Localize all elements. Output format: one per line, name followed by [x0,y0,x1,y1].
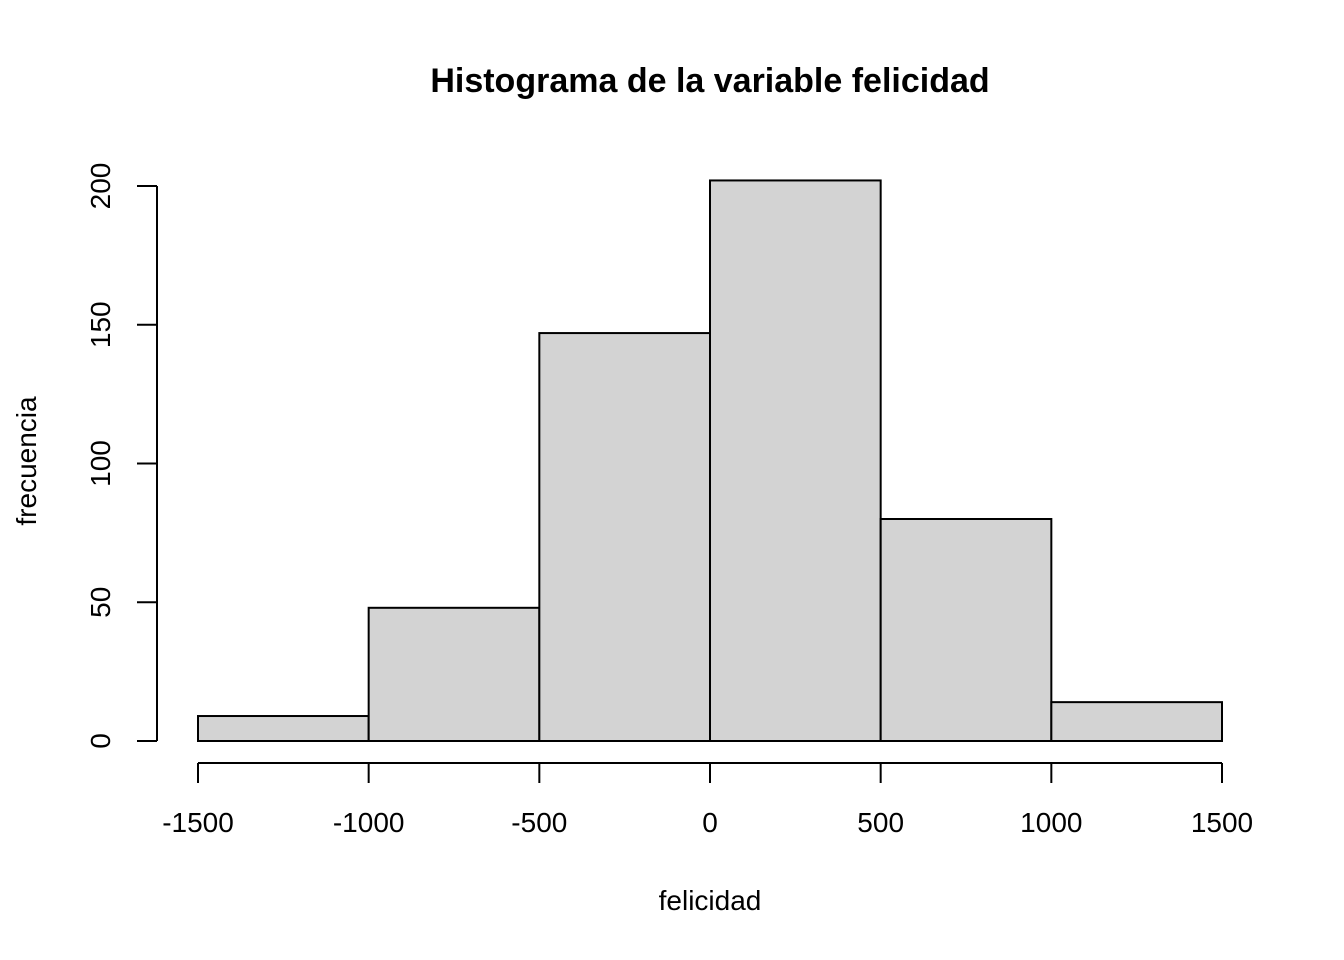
y-tick-label: 100 [85,440,116,487]
x-tick-label: -500 [511,807,567,838]
x-tick-label: -1500 [162,807,234,838]
x-tick-label: 1500 [1191,807,1253,838]
y-tick-label: 50 [85,587,116,618]
y-tick-label: 0 [85,733,116,749]
x-tick-label: 1000 [1020,807,1082,838]
x-tick-label: 0 [702,807,718,838]
x-axis: -1500 -1000 -500 0 500 1000 1500 [162,762,1253,838]
y-tick-label: 150 [85,301,116,348]
chart-title: Histograma de la variable felicidad [430,62,989,100]
histogram-bar [538,332,711,742]
bars-group [197,179,1224,743]
x-tick-label: -1000 [333,807,405,838]
y-axis-label: frecuencia [11,396,42,526]
x-tick-label: 500 [857,807,904,838]
histogram-bar [197,715,370,743]
histogram-bar [879,518,1053,742]
histogram-bar [367,606,541,742]
histogram-bar [709,179,882,742]
y-tick-label: 200 [85,163,116,210]
y-axis: 0 50 100 150 200 [85,163,158,749]
histogram-bar [1050,701,1224,743]
x-axis-label: felicidad [659,885,762,916]
